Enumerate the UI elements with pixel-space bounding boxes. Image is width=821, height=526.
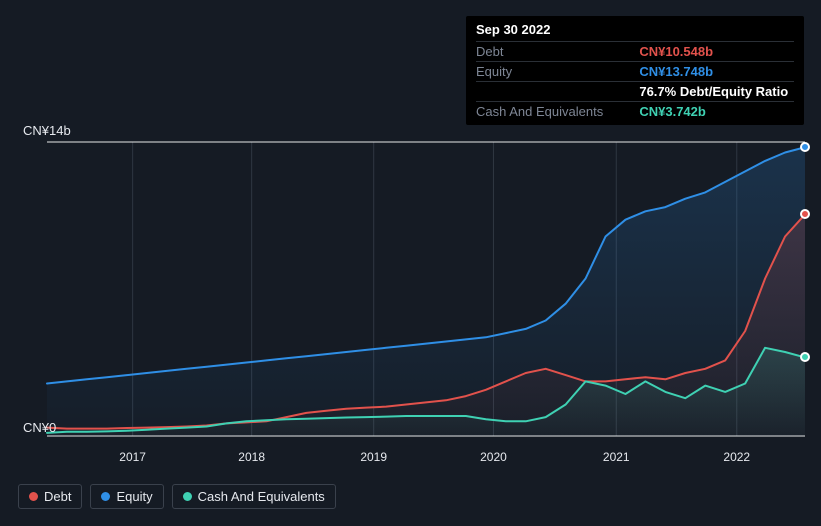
y-axis-label-min: CN¥0 [23, 420, 56, 435]
tooltip-row-value: CN¥13.748b [639, 62, 794, 82]
legend-dot-icon [101, 492, 110, 501]
legend-item-debt[interactable]: Debt [18, 484, 82, 509]
tooltip-row: 76.7% Debt/Equity Ratio [476, 82, 794, 102]
tooltip-row-label [476, 82, 639, 102]
y-axis-label-max: CN¥14b [23, 123, 71, 138]
series-end-dot-cash [800, 352, 810, 362]
chart-legend: Debt Equity Cash And Equivalents [18, 484, 336, 509]
tooltip-row: Cash And EquivalentsCN¥3.742b [476, 102, 794, 122]
x-tick-label: 2022 [723, 450, 750, 464]
legend-item-label: Equity [116, 489, 152, 504]
tooltip-date: Sep 30 2022 [476, 22, 794, 41]
legend-item-label: Cash And Equivalents [198, 489, 325, 504]
series-end-dot-debt [800, 209, 810, 219]
tooltip-row-value: 76.7% Debt/Equity Ratio [639, 82, 794, 102]
legend-dot-icon [183, 492, 192, 501]
x-tick-label: 2019 [360, 450, 387, 464]
legend-item-label: Debt [44, 489, 71, 504]
x-tick-label: 2021 [603, 450, 630, 464]
chart-tooltip: Sep 30 2022 DebtCN¥10.548bEquityCN¥13.74… [466, 16, 804, 125]
tooltip-row-value: CN¥10.548b [639, 42, 794, 62]
tooltip-row: EquityCN¥13.748b [476, 62, 794, 82]
x-tick-label: 2017 [119, 450, 146, 464]
x-tick-label: 2018 [238, 450, 265, 464]
tooltip-row-value: CN¥3.742b [639, 102, 794, 122]
x-tick-label: 2020 [480, 450, 507, 464]
legend-dot-icon [29, 492, 38, 501]
series-end-dot-equity [800, 142, 810, 152]
tooltip-row-label: Cash And Equivalents [476, 102, 639, 122]
tooltip-row: DebtCN¥10.548b [476, 42, 794, 62]
legend-item-cash[interactable]: Cash And Equivalents [172, 484, 336, 509]
tooltip-row-label: Equity [476, 62, 639, 82]
tooltip-row-label: Debt [476, 42, 639, 62]
legend-item-equity[interactable]: Equity [90, 484, 163, 509]
tooltip-row-suffix: Debt/Equity Ratio [676, 84, 788, 99]
